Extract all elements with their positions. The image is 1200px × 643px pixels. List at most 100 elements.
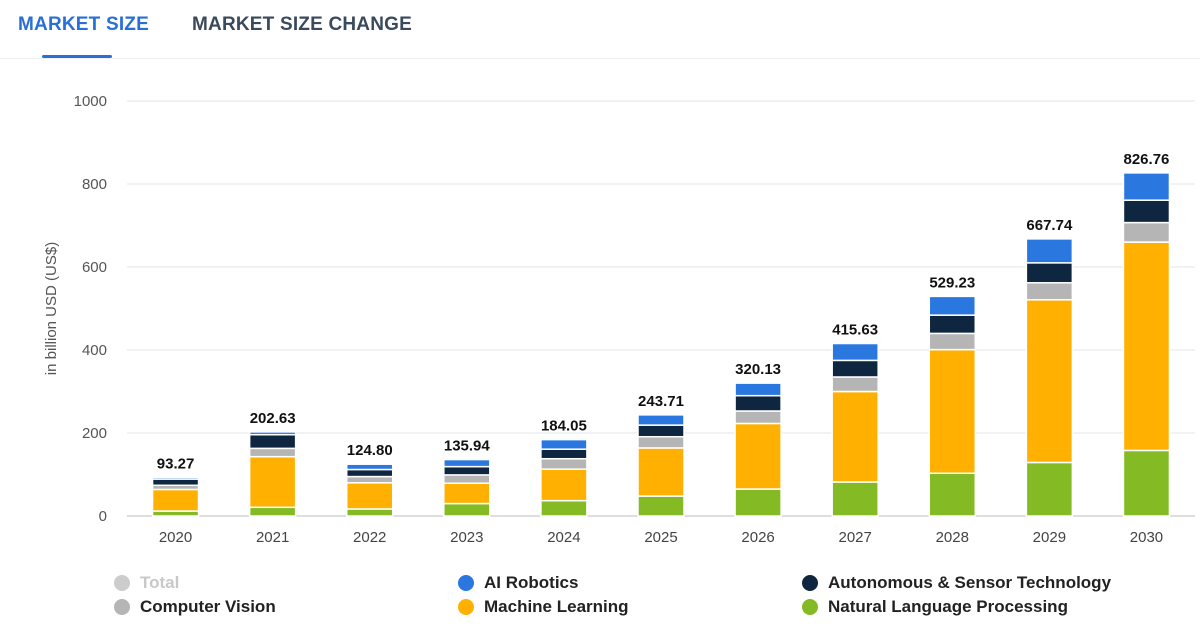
bar-segment-computer-vision-2028 — [928, 332, 977, 351]
stacked-bar-chart: 0 200 400 600 800 1000 in billion USD (US$) 93.… — [43, 93, 1195, 546]
bar-segment-natural-language-processing-2021 — [248, 506, 297, 517]
bar-segment-autonomous-sensor-technology-2022 — [345, 468, 394, 478]
bar-segment-ai-robotics-2026 — [734, 382, 782, 397]
legend-item-autonomous-sensor[interactable]: Autonomous & Sensor Technology — [802, 572, 1111, 594]
bar-segment-autonomous-sensor-technology-2027 — [831, 359, 879, 378]
bar-segment-ai-robotics-2030 — [1122, 172, 1171, 201]
bar-segment-computer-vision-2022 — [345, 475, 394, 484]
bar-segment-autonomous-sensor-technology-2020 — [151, 478, 200, 487]
legend-item-total[interactable]: Total — [114, 572, 179, 594]
bar-segment-computer-vision-2026 — [734, 410, 782, 425]
bar-segment-ai-robotics-2020 — [151, 476, 200, 480]
legend-marker-machine-learning — [458, 599, 474, 615]
legend-item-nlp[interactable]: Natural Language Processing — [802, 596, 1068, 618]
total-label-2022: 124.80 — [347, 442, 393, 459]
bar-segment-autonomous-sensor-technology-2029 — [1025, 262, 1074, 284]
x-tick-label: 2024 — [547, 529, 580, 546]
legend-label-nlp: Natural Language Processing — [828, 597, 1068, 616]
legend-label-autonomous-sensor: Autonomous & Sensor Technology — [828, 573, 1112, 592]
bar-segment-natural-language-processing-2022 — [345, 508, 394, 517]
y-axis-title: in billion USD (US$) — [43, 242, 60, 375]
total-label-2027: 415.63 — [832, 322, 878, 339]
bar-segment-machine-learning-2022 — [345, 482, 394, 510]
x-tick-label: 2028 — [936, 529, 969, 546]
bar-segment-ai-robotics-2027 — [831, 342, 879, 362]
bar-segment-natural-language-processing-2024 — [540, 499, 588, 517]
bar-segment-machine-learning-2024 — [540, 468, 588, 502]
bar-segment-ai-robotics-2024 — [540, 438, 588, 450]
bar-segment-machine-learning-2025 — [637, 447, 685, 497]
bar-segment-ai-robotics-2025 — [637, 414, 685, 426]
legend-item-computer-vision[interactable]: Computer Vision — [114, 596, 276, 618]
bar-segment-machine-learning-2029 — [1025, 299, 1074, 464]
bar-segment-computer-vision-2024 — [540, 457, 588, 470]
total-label-2025: 243.71 — [638, 393, 684, 410]
tab-market-size-change[interactable]: MARKET SIZE CHANGE — [192, 14, 412, 35]
total-label-2024: 184.05 — [541, 418, 587, 435]
bar-segment-natural-language-processing-2029 — [1025, 461, 1074, 517]
total-label-2023: 135.94 — [444, 438, 491, 455]
total-label-2029: 667.74 — [1026, 217, 1073, 234]
legend-label-machine-learning: Machine Learning — [484, 597, 629, 616]
bar-segment-autonomous-sensor-technology-2030 — [1122, 199, 1171, 224]
bar-segment-natural-language-processing-2025 — [637, 495, 685, 517]
bar-segment-machine-learning-2028 — [928, 348, 977, 475]
x-tick-label: 2030 — [1130, 529, 1163, 546]
bar-segment-computer-vision-2029 — [1025, 282, 1074, 301]
total-label-2020: 93.27 — [157, 455, 195, 472]
bar-segment-computer-vision-2025 — [637, 435, 685, 449]
bar-segment-computer-vision-2030 — [1122, 221, 1171, 243]
y-tick-label: 0 — [99, 508, 107, 525]
x-tick-label: 2025 — [644, 529, 677, 546]
tab-market-size[interactable]: MARKET SIZE — [18, 14, 149, 35]
x-tick-label: 2027 — [838, 529, 871, 546]
legend-label-total: Total — [140, 573, 180, 592]
x-tick-label: 2029 — [1033, 529, 1066, 546]
legend-label-computer-vision: Computer Vision — [140, 597, 276, 616]
bar-segment-autonomous-sensor-technology-2025 — [637, 424, 685, 438]
y-tick-label: 1000 — [74, 93, 107, 110]
x-tick-label: 2021 — [256, 529, 289, 546]
total-label-2021: 202.63 — [250, 410, 296, 427]
legend-marker-nlp — [802, 599, 818, 615]
bar-segment-computer-vision-2023 — [443, 474, 491, 484]
bar-segment-computer-vision-2027 — [831, 376, 879, 393]
bar-segment-autonomous-sensor-technology-2024 — [540, 448, 588, 460]
bar-segment-machine-learning-2020 — [151, 488, 200, 512]
bar-segment-natural-language-processing-2023 — [443, 502, 491, 517]
bar-segment-machine-learning-2023 — [443, 482, 491, 505]
legend-marker-computer-vision — [114, 599, 130, 615]
x-tick-label: 2020 — [159, 529, 192, 546]
tab-bar: MARKET SIZE MARKET SIZE CHANGE — [0, 0, 1200, 59]
bar-segment-natural-language-processing-2026 — [734, 488, 782, 517]
legend-marker-total — [114, 575, 130, 591]
x-tick-label: 2022 — [353, 529, 386, 546]
y-tick-label: 400 — [82, 342, 107, 359]
legend-item-ai-robotics[interactable]: AI Robotics — [458, 572, 578, 594]
bar-segment-autonomous-sensor-technology-2026 — [734, 394, 782, 412]
bar-segment-ai-robotics-2021 — [248, 431, 297, 436]
y-tick-label: 600 — [82, 259, 107, 276]
x-tick-label: 2026 — [741, 529, 774, 546]
bar-segment-autonomous-sensor-technology-2028 — [928, 314, 977, 335]
bar-segment-ai-robotics-2029 — [1025, 238, 1074, 264]
legend: Total AI Robotics Autonomous & Sensor Te… — [0, 570, 1200, 630]
bar-segment-natural-language-processing-2027 — [831, 481, 879, 517]
bar-segment-machine-learning-2026 — [734, 422, 782, 490]
bar-segment-natural-language-processing-2028 — [928, 472, 977, 517]
y-tick-label: 800 — [82, 176, 107, 193]
total-label-2026: 320.13 — [735, 361, 781, 378]
legend-marker-autonomous-sensor — [802, 575, 818, 591]
bar-segment-machine-learning-2030 — [1122, 241, 1171, 452]
bar-segment-natural-language-processing-2030 — [1122, 449, 1171, 517]
bar-segment-ai-robotics-2022 — [345, 463, 394, 471]
active-tab-indicator — [42, 55, 112, 58]
bar-segment-autonomous-sensor-technology-2021 — [248, 433, 297, 450]
bar-segment-ai-robotics-2023 — [443, 458, 491, 468]
bar-segment-computer-vision-2021 — [248, 447, 297, 458]
total-label-2030: 826.76 — [1124, 151, 1170, 168]
bar-segment-machine-learning-2027 — [831, 390, 879, 483]
total-label-2028: 529.23 — [929, 274, 975, 291]
legend-item-machine-learning[interactable]: Machine Learning — [458, 596, 629, 618]
bar-segment-autonomous-sensor-technology-2023 — [443, 465, 491, 476]
